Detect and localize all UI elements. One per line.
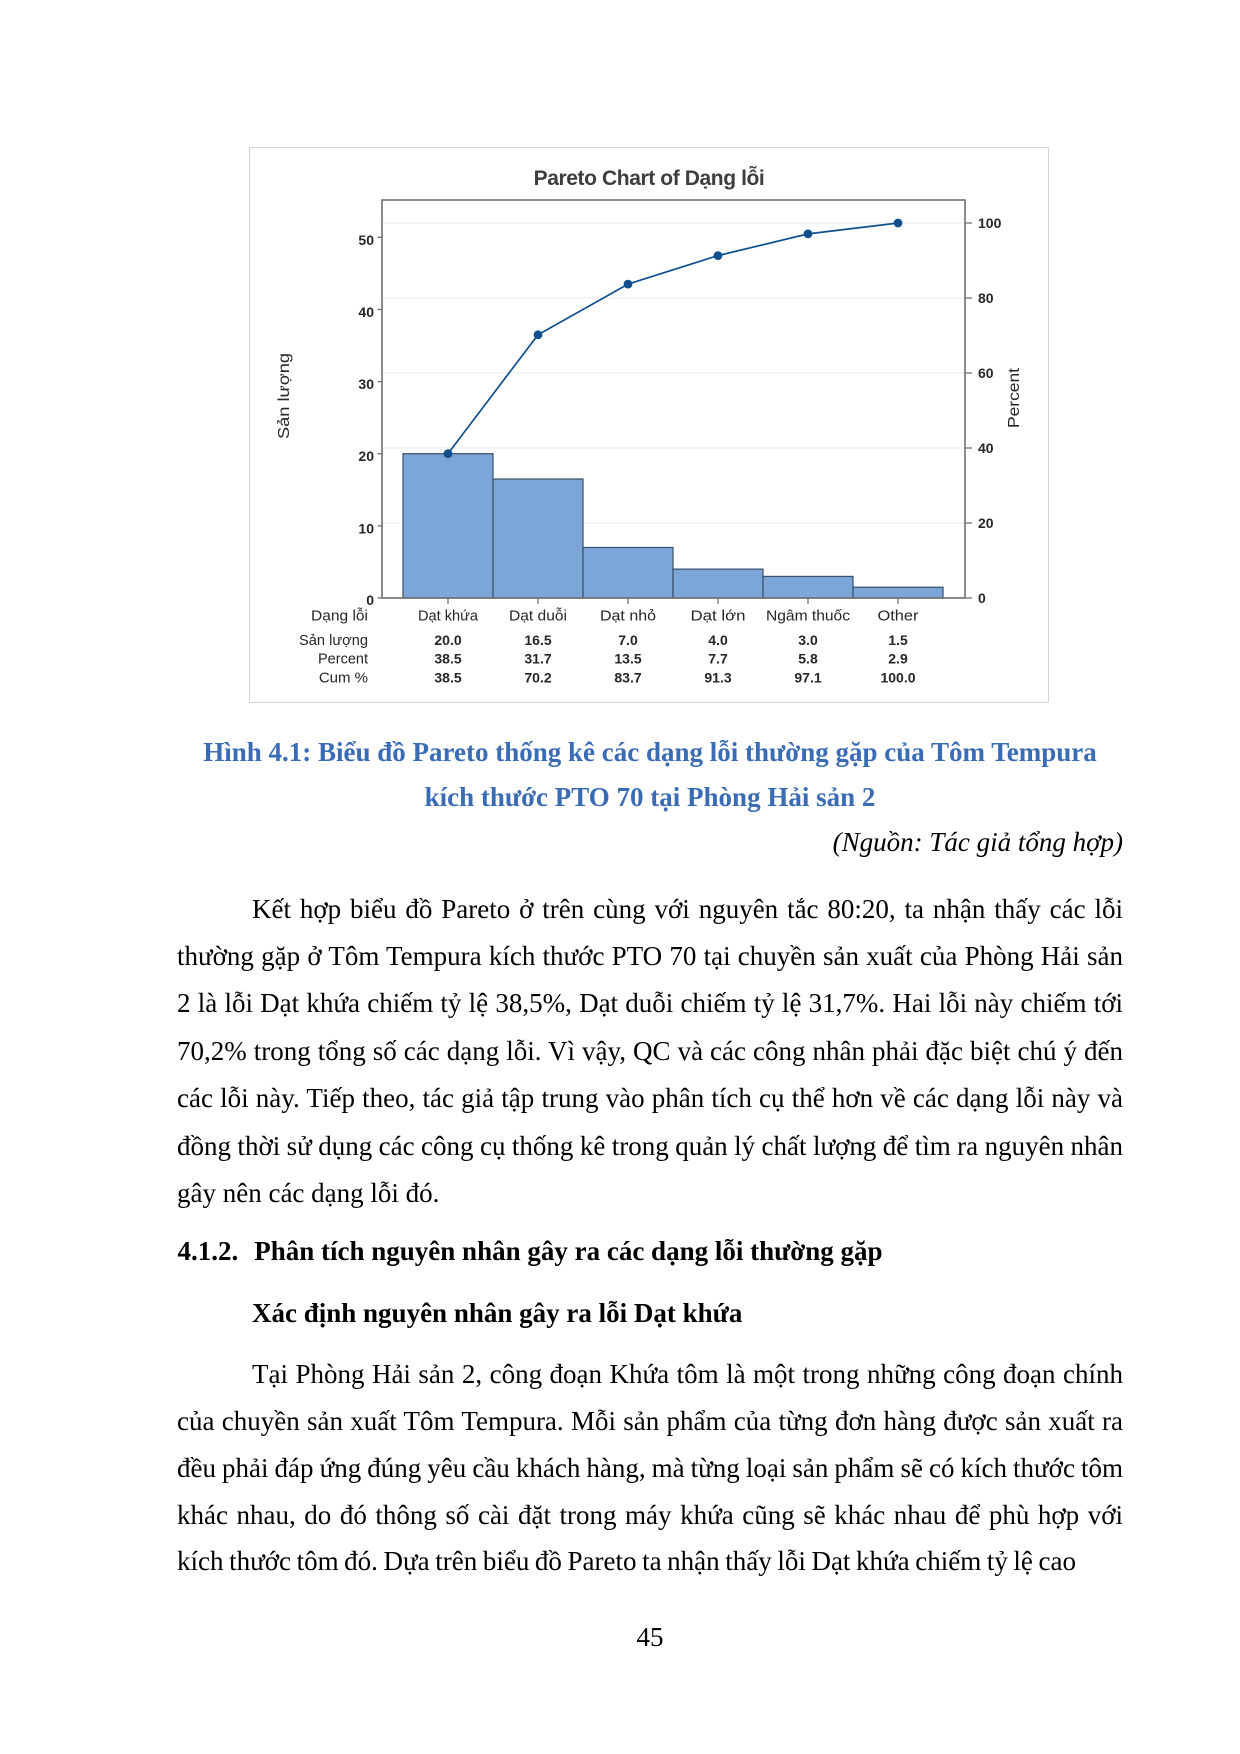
svg-text:16.5: 16.5 <box>524 632 551 648</box>
svg-text:5.8: 5.8 <box>798 651 818 667</box>
svg-text:100: 100 <box>978 215 1002 231</box>
svg-text:40: 40 <box>978 440 994 456</box>
svg-text:7.0: 7.0 <box>618 632 638 648</box>
svg-text:7.7: 7.7 <box>708 651 728 667</box>
svg-text:1.5: 1.5 <box>888 632 908 648</box>
svg-text:50: 50 <box>358 232 374 248</box>
svg-text:3.0: 3.0 <box>798 632 818 648</box>
svg-text:4.0: 4.0 <box>708 632 728 648</box>
svg-text:Ngâm thuốc: Ngâm thuốc <box>766 607 851 624</box>
svg-text:83.7: 83.7 <box>614 670 641 686</box>
svg-text:38.5: 38.5 <box>434 651 461 667</box>
svg-text:20.0: 20.0 <box>434 632 461 648</box>
svg-text:Dạt duỗi: Dạt duỗi <box>509 607 567 624</box>
svg-text:2.9: 2.9 <box>888 651 908 667</box>
svg-text:20: 20 <box>978 515 994 531</box>
svg-text:91.3: 91.3 <box>704 670 731 686</box>
svg-text:70.2: 70.2 <box>524 670 551 686</box>
svg-text:Dạng lỗi: Dạng lỗi <box>311 607 368 624</box>
svg-text:30: 30 <box>358 376 374 392</box>
svg-text:0: 0 <box>978 590 986 606</box>
svg-text:Sản lượng: Sản lượng <box>276 353 293 439</box>
svg-text:Dạt khứa: Dạt khứa <box>418 607 479 624</box>
svg-text:38.5: 38.5 <box>434 670 461 686</box>
svg-text:Sản lượng: Sản lượng <box>299 632 368 649</box>
svg-text:Cum %: Cum % <box>319 670 368 687</box>
svg-text:0: 0 <box>366 592 374 608</box>
svg-text:20: 20 <box>358 448 374 464</box>
svg-text:40: 40 <box>358 304 374 320</box>
svg-text:Pareto Chart of Dạng lỗi: Pareto Chart of Dạng lỗi <box>534 166 765 190</box>
svg-text:Percent: Percent <box>1006 367 1023 428</box>
svg-text:Dạt nhỏ: Dạt nhỏ <box>600 607 656 624</box>
svg-text:100.0: 100.0 <box>880 670 915 686</box>
svg-text:31.7: 31.7 <box>524 651 551 667</box>
svg-text:60: 60 <box>978 365 994 381</box>
svg-text:10: 10 <box>358 520 374 536</box>
svg-text:Other: Other <box>878 607 919 624</box>
svg-text:13.5: 13.5 <box>614 651 641 667</box>
svg-text:Percent: Percent <box>318 651 369 668</box>
svg-text:97.1: 97.1 <box>794 670 821 686</box>
svg-text:Dạt lớn: Dạt lớn <box>691 607 746 624</box>
svg-text:80: 80 <box>978 290 994 306</box>
